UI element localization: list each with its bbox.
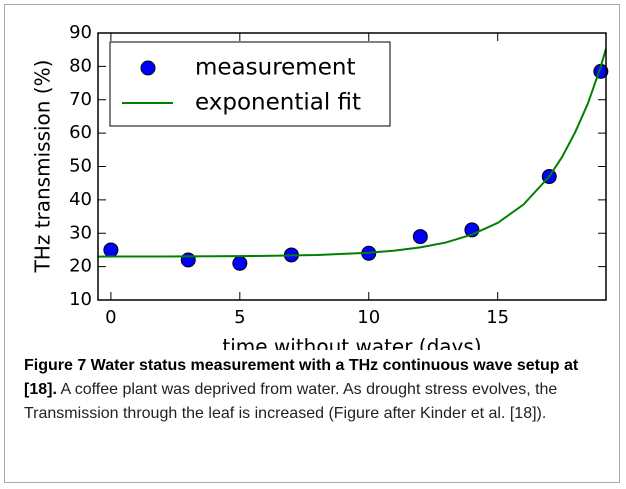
- y-tick-label: 50: [69, 156, 92, 177]
- legend-label: measurement: [195, 55, 355, 81]
- legend-label: exponential fit: [195, 90, 361, 116]
- legend-box: [109, 41, 391, 127]
- y-tick-label: 10: [69, 289, 92, 310]
- caption: Figure 7 Water status measurement with a…: [24, 354, 614, 426]
- x-tick-label: 5: [234, 307, 245, 328]
- data-point: [232, 255, 248, 271]
- x-tick-label: 15: [486, 307, 509, 328]
- plot-frame: [97, 32, 607, 301]
- data-point: [180, 252, 196, 268]
- y-tick-label: 70: [69, 89, 92, 110]
- y-tick-label: 40: [69, 189, 92, 210]
- x-axis-label: time without water (days): [222, 335, 481, 351]
- caption-title: Figure 7 Water status measurement with a…: [24, 357, 579, 398]
- legend-marker: [140, 60, 156, 76]
- figure-frame: [4, 4, 620, 483]
- y-tick-label: 60: [69, 122, 92, 143]
- data-point: [412, 229, 428, 245]
- chart: time without water (days) THz transmissi…: [31, 22, 609, 351]
- fit-line: [97, 48, 607, 258]
- caption-text: A coffee plant was deprived from water. …: [24, 381, 558, 422]
- y-tick-label: 80: [69, 55, 92, 76]
- x-tick-label: 10: [357, 307, 380, 328]
- x-tick-label: 0: [105, 307, 116, 328]
- y-tick-label: 20: [69, 256, 92, 277]
- data-point: [103, 242, 119, 258]
- y-tick-label: 90: [69, 22, 92, 43]
- y-tick-label: 30: [69, 222, 92, 243]
- y-axis-label: THz transmission (%): [31, 60, 55, 274]
